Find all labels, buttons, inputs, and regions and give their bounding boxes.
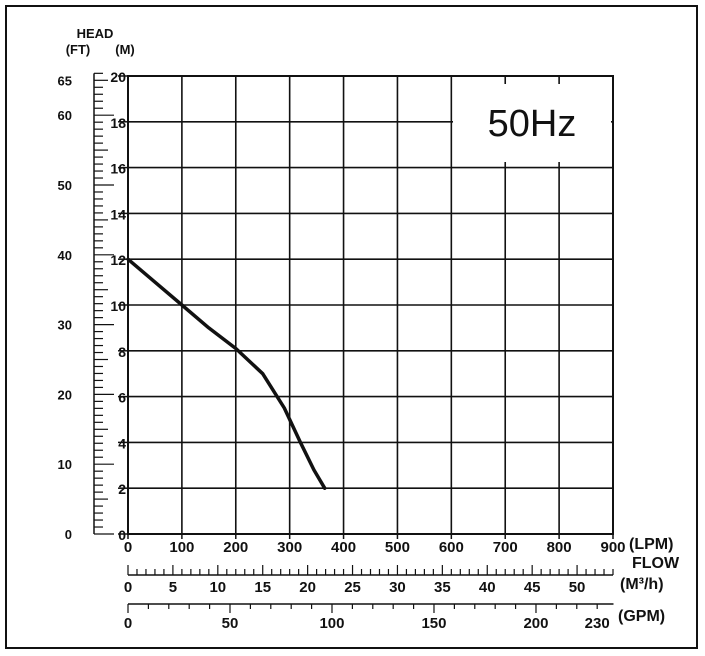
pump-curve-line: [126, 257, 327, 490]
x-tick-label-gpm: 100: [319, 615, 344, 632]
y-tick-label-m: 0: [118, 527, 126, 543]
x-axis-unit-m3h: (M³/h): [620, 576, 664, 593]
y-ticks-m: 0 2 4 6 8 10 12 14 16 18 20: [110, 69, 128, 543]
x-tick-label-gpm: 230: [585, 615, 610, 632]
x-tick-label-m3h: 5: [169, 579, 177, 596]
y-tick-label-m: 6: [118, 390, 126, 406]
y-tick-label-m: 18: [110, 115, 126, 131]
y-tick-label-ft: 40: [58, 248, 72, 263]
y-tick-label-ft: 30: [58, 318, 72, 333]
y-tick-label-m: 10: [110, 298, 126, 314]
x-ticks-lpm: 0 100 200 300 400 500 600 700 800 900: [124, 534, 626, 556]
y-tick-label-ft: 65: [58, 73, 72, 88]
y-tick-label-m: 8: [118, 344, 126, 360]
x-ticks-m3h: 0 5 10 15 20 25 30 35 40 45 50: [124, 565, 614, 596]
x-tick-label-m3h: 50: [569, 579, 586, 596]
y-tick-label-ft: 0: [65, 527, 72, 542]
x-tick-label-m3h: 0: [124, 579, 132, 596]
x-tick-label-lpm: 500: [385, 539, 410, 556]
x-tick-label-lpm: 300: [277, 539, 302, 556]
x-ticks-gpm: 0 50 100 150 200 230: [124, 603, 614, 632]
x-tick-label-gpm: 0: [124, 615, 132, 632]
x-tick-label-m3h: 15: [254, 579, 271, 596]
y-tick-label-ft: 10: [58, 457, 72, 472]
x-tick-label-lpm: 100: [169, 539, 194, 556]
y-axis-unit-ft: (FT): [66, 42, 91, 57]
y-axis-unit-m: (M): [115, 42, 135, 57]
y-tick-label-ft: 50: [58, 178, 72, 193]
y-tick-label-m: 16: [110, 161, 126, 177]
y-ticks-ft: 0 10 20 30 40 50 60 65: [58, 72, 114, 542]
x-tick-label-lpm: 0: [124, 539, 132, 556]
x-axis-unit-gpm: (GPM): [618, 608, 665, 625]
y-tick-label-m: 20: [110, 69, 126, 85]
x-tick-label-lpm: 900: [600, 539, 625, 556]
grid: [128, 76, 613, 534]
y-axis-header: HEAD: [77, 26, 114, 41]
y-tick-label-m: 2: [118, 481, 126, 497]
x-tick-label-m3h: 20: [299, 579, 316, 596]
x-tick-label-gpm: 50: [222, 615, 239, 632]
chart-title: 50Hz: [488, 103, 577, 145]
x-tick-label-m3h: 40: [479, 579, 496, 596]
x-tick-label-m3h: 45: [524, 579, 541, 596]
x-tick-label-gpm: 150: [421, 615, 446, 632]
y-tick-label-m: 12: [110, 252, 126, 268]
curve-layer: [126, 257, 327, 490]
x-axis-flow-label: FLOW: [632, 555, 680, 572]
x-tick-label-lpm: 400: [331, 539, 356, 556]
x-tick-label-gpm: 200: [523, 615, 548, 632]
x-tick-label-m3h: 10: [209, 579, 226, 596]
y-tick-label-ft: 60: [58, 108, 72, 123]
x-tick-label-m3h: 25: [344, 579, 361, 596]
x-tick-label-lpm: 600: [439, 539, 464, 556]
x-tick-label-lpm: 800: [547, 539, 572, 556]
chart-frame: [5, 5, 698, 649]
x-tick-label-m3h: 35: [434, 579, 451, 596]
x-tick-label-lpm: 700: [493, 539, 518, 556]
x-tick-label-lpm: 200: [223, 539, 248, 556]
y-tick-label-m: 14: [110, 206, 126, 222]
y-tick-label-m: 4: [118, 435, 126, 451]
x-axis-unit-lpm: (LPM): [629, 536, 673, 553]
y-tick-label-ft: 20: [58, 387, 72, 402]
x-tick-label-m3h: 30: [389, 579, 406, 596]
title-box: [453, 84, 611, 162]
